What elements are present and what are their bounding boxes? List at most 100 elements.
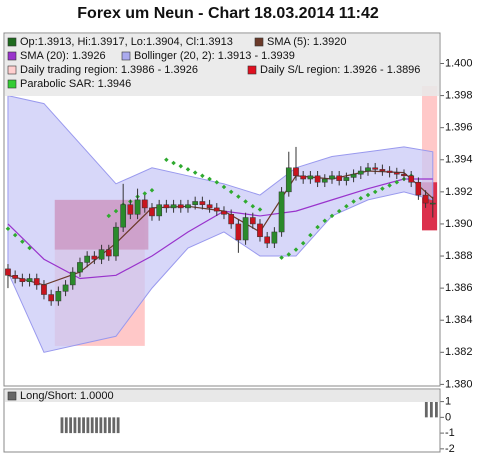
candle-body xyxy=(5,268,11,276)
main-frame xyxy=(3,32,441,387)
candle-body xyxy=(206,204,213,209)
candle-body xyxy=(336,175,343,181)
legend-label: Daily S/L region: 1.3926 - 1.3896 xyxy=(260,64,420,76)
candle-body xyxy=(293,167,299,177)
candle-body xyxy=(62,284,69,292)
candle-body xyxy=(69,271,76,286)
candle-body xyxy=(429,202,436,205)
y-tick-label: 1.396 xyxy=(445,122,473,134)
candle-body xyxy=(192,201,199,205)
candle-body xyxy=(163,204,170,209)
bar xyxy=(103,417,107,434)
candle-body xyxy=(170,204,177,209)
candle-body xyxy=(321,178,328,183)
candle-body xyxy=(365,167,371,172)
legend-label: SMA (20): 1.3926 xyxy=(20,50,106,62)
y-tick-label: -2 xyxy=(445,443,455,455)
bar xyxy=(90,417,94,434)
candle-body xyxy=(149,207,155,217)
legend-swatch xyxy=(247,65,257,75)
bar xyxy=(95,417,98,434)
candle-body xyxy=(415,181,422,196)
bar xyxy=(64,417,68,434)
panel-header xyxy=(5,390,439,402)
main-panel: 1.380 1.382 1.384 1.386 1.388 1.390 1.392 1.394… xyxy=(5,34,473,390)
bar xyxy=(112,417,116,434)
candle-body xyxy=(156,204,163,217)
candle-body xyxy=(33,278,40,286)
candle-body xyxy=(141,199,148,209)
sar-dot xyxy=(106,213,112,219)
y-tick-label: 1.394 xyxy=(445,154,473,166)
candle-body xyxy=(372,167,379,170)
candle-body xyxy=(386,170,393,173)
candle-body xyxy=(257,223,263,238)
candle-body xyxy=(26,278,33,282)
candle-body xyxy=(350,173,357,178)
panel-title: Long/Short: 1.0000 xyxy=(20,390,114,402)
legend-label: SMA (5): 1.3920 xyxy=(267,36,347,48)
bar xyxy=(60,417,64,434)
candle-body xyxy=(77,262,83,273)
candle-body xyxy=(12,275,19,279)
y-tick-label: 1.386 xyxy=(445,282,473,294)
candle-body xyxy=(422,194,429,204)
sar-dot xyxy=(279,255,284,260)
sar-dot xyxy=(293,247,299,252)
legend-swatch xyxy=(121,51,131,61)
sar-dot xyxy=(336,208,342,214)
candle-body xyxy=(113,226,119,257)
candle-body xyxy=(343,177,350,181)
y-tick-label: -1 xyxy=(445,427,455,439)
candle-body xyxy=(278,191,285,233)
candle-body xyxy=(285,167,292,193)
candle-body xyxy=(213,207,220,212)
candle-body xyxy=(307,175,314,180)
candle-body xyxy=(242,217,249,241)
bar xyxy=(77,417,81,434)
bar xyxy=(82,417,85,434)
candle-body xyxy=(401,173,407,177)
sar-dot xyxy=(286,252,292,257)
legend-label: Op:1.3913, Hi:1.3917, Lo:1.3904, Cl:1.39… xyxy=(20,36,233,48)
legend-label: Bollinger (20, 2): 1.3913 - 1.3939 xyxy=(134,50,295,62)
y-tick-label: 1.390 xyxy=(445,218,473,230)
sar-dot xyxy=(300,240,306,246)
legend-swatch xyxy=(7,79,17,89)
bar xyxy=(86,417,90,434)
y-tick-label: 1.382 xyxy=(445,346,473,358)
bar xyxy=(429,401,433,418)
legend-swatch xyxy=(7,37,17,47)
chart-title: Forex um Neun - Chart 18.03.2014 11:42 xyxy=(77,5,379,22)
candle-body xyxy=(120,204,127,228)
y-tick-label: 1.392 xyxy=(445,186,473,198)
candle-body xyxy=(19,278,26,282)
candle-body xyxy=(84,255,91,263)
candle-body xyxy=(134,199,141,215)
legend-box xyxy=(5,34,439,96)
y-tick-label: 1.384 xyxy=(445,314,473,326)
bar xyxy=(73,417,77,434)
y-tick-label: 1 xyxy=(445,396,451,408)
candle-body xyxy=(105,249,112,257)
bar xyxy=(424,401,428,418)
bar xyxy=(69,417,73,434)
candle-body xyxy=(55,291,62,302)
bar xyxy=(108,417,111,434)
candle-body xyxy=(98,249,105,260)
legend-swatch xyxy=(7,51,17,61)
legend-label: Parabolic SAR: 1.3946 xyxy=(20,78,131,90)
lower-panel: 1 0 -1 -2 Long/Short: 1.0000 xyxy=(5,390,455,455)
candle-body xyxy=(314,175,321,183)
sar-dot xyxy=(315,224,320,230)
legend-label: Daily trading region: 1.3986 - 1.3926 xyxy=(20,64,198,76)
candle-body xyxy=(235,223,242,241)
candle-body xyxy=(48,294,55,302)
candle-body xyxy=(393,172,400,175)
candle-body xyxy=(408,175,415,183)
candle-body xyxy=(221,210,227,215)
candle-body xyxy=(264,236,271,244)
candle-body xyxy=(185,204,191,209)
